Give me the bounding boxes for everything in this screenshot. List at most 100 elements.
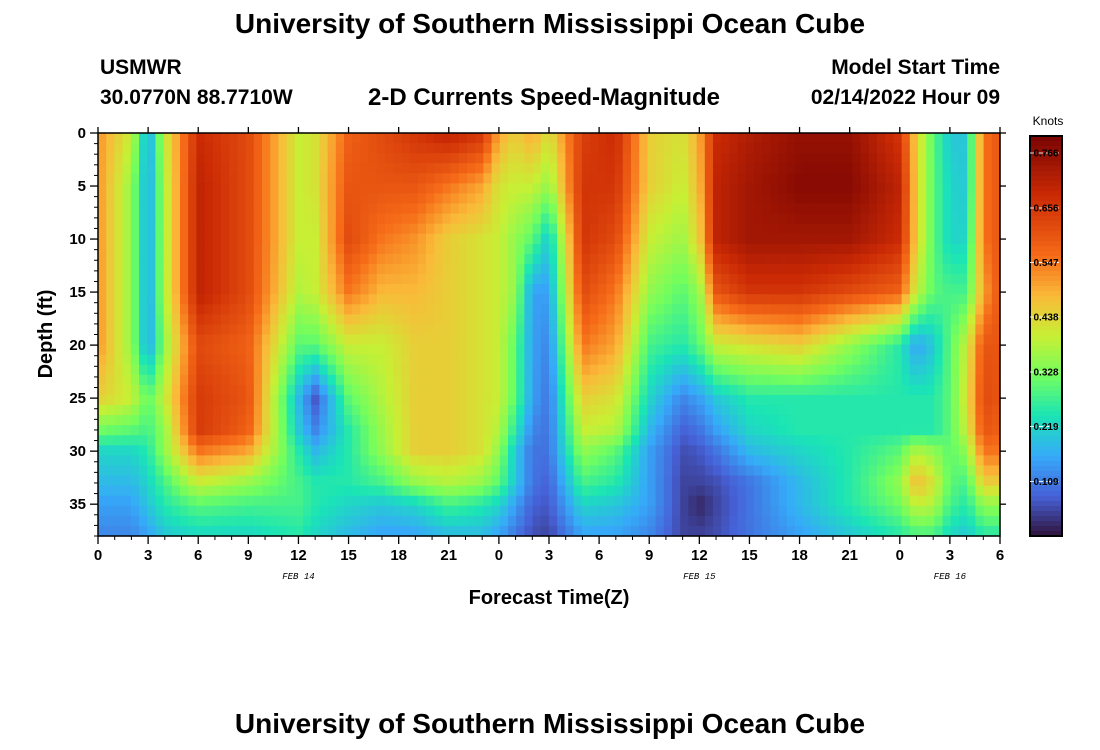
heatmap-cell xyxy=(811,324,821,336)
heatmap-cell xyxy=(319,163,329,174)
heatmap-cell xyxy=(262,485,271,497)
heatmap-cell xyxy=(836,243,845,255)
heatmap-cell xyxy=(967,233,976,245)
heatmap-cell xyxy=(770,384,780,396)
heatmap-cell xyxy=(352,304,361,315)
heatmap-cell xyxy=(663,455,673,467)
heatmap-cell xyxy=(647,364,657,376)
heatmap-cell xyxy=(909,284,919,295)
heatmap-cell xyxy=(975,515,985,527)
heatmap-cell xyxy=(524,394,534,406)
heatmap-cell xyxy=(294,344,304,356)
heatmap-cell xyxy=(475,384,484,396)
heatmap-cell xyxy=(458,354,468,366)
heatmap-cell xyxy=(745,465,755,477)
heatmap-cell xyxy=(754,344,763,356)
heatmap-cell xyxy=(918,143,927,154)
heatmap-cell xyxy=(426,425,435,436)
heatmap-cell xyxy=(417,505,427,517)
heatmap-cell xyxy=(622,324,632,336)
heatmap-cell xyxy=(573,415,583,426)
heatmap-cell xyxy=(130,294,140,305)
heatmap-cell xyxy=(565,133,575,144)
heatmap-cell xyxy=(344,425,353,436)
heatmap-cell xyxy=(557,354,566,366)
heatmap-cell xyxy=(770,284,780,295)
heatmap-cell xyxy=(729,173,739,184)
heatmap-cell xyxy=(877,253,886,265)
heatmap-cell xyxy=(762,274,771,285)
heatmap-cell xyxy=(311,213,320,225)
heatmap-cell xyxy=(344,525,353,537)
heatmap-cell xyxy=(549,394,558,406)
heatmap-cell xyxy=(991,243,1001,255)
heatmap-cell xyxy=(385,133,394,144)
heatmap-cell xyxy=(614,153,624,164)
heatmap-cell xyxy=(614,364,624,376)
heatmap-cell xyxy=(655,344,665,356)
heatmap-cell xyxy=(516,515,525,527)
heatmap-cell xyxy=(508,314,517,326)
heatmap-cell xyxy=(852,505,862,517)
heatmap-cell xyxy=(762,344,771,356)
heatmap-cell xyxy=(98,143,107,154)
heatmap-cell xyxy=(959,344,968,356)
heatmap-cell xyxy=(688,193,698,205)
heatmap-cell xyxy=(426,163,435,174)
heatmap-cell xyxy=(221,374,230,386)
heatmap-cell xyxy=(499,455,509,467)
heatmap-cell xyxy=(114,435,124,446)
heatmap-cell xyxy=(647,354,657,366)
heatmap-cell xyxy=(901,324,911,336)
heatmap-cell xyxy=(483,183,493,195)
heatmap-cell xyxy=(106,495,115,507)
heatmap-cell xyxy=(163,173,173,184)
x-tick-label: 12 xyxy=(691,547,708,564)
heatmap-cell xyxy=(106,354,115,366)
heatmap-cell xyxy=(229,525,238,537)
heatmap-cell xyxy=(417,324,427,336)
heatmap-cell xyxy=(655,203,665,215)
heatmap-cell xyxy=(918,475,927,487)
heatmap-cell xyxy=(286,253,296,265)
heatmap-cell xyxy=(253,415,263,426)
heatmap-cell xyxy=(827,485,837,497)
heatmap-cell xyxy=(770,354,780,366)
heatmap-cell xyxy=(393,324,402,336)
heatmap-cell xyxy=(278,435,288,446)
heatmap-cell xyxy=(491,455,501,467)
heatmap-cell xyxy=(212,425,222,436)
heatmap-cell xyxy=(114,253,124,265)
heatmap-cell xyxy=(253,223,263,235)
heatmap-cell xyxy=(663,324,673,336)
heatmap-cell xyxy=(442,425,452,436)
heatmap-cell xyxy=(704,344,714,356)
heatmap-cell xyxy=(524,505,534,517)
heatmap-cell xyxy=(655,153,665,164)
heatmap-cell xyxy=(729,445,739,456)
heatmap-cell xyxy=(680,233,689,245)
heatmap-cell xyxy=(557,143,566,154)
heatmap-cell xyxy=(901,274,911,285)
heatmap-cell xyxy=(795,163,804,174)
heatmap-cell xyxy=(721,243,730,255)
colorbar-swatch xyxy=(1030,251,1062,257)
heatmap-cell xyxy=(458,455,468,467)
x-tick-label: 21 xyxy=(440,547,457,564)
heatmap-cell xyxy=(188,445,197,456)
heatmap-cell xyxy=(877,525,886,537)
heatmap-cell xyxy=(672,193,681,205)
heatmap-cell xyxy=(565,415,575,426)
heatmap-cell xyxy=(803,415,812,426)
heatmap-cell xyxy=(286,344,296,356)
heatmap-cell xyxy=(253,475,263,487)
heatmap-cell xyxy=(180,475,189,487)
heatmap-cell xyxy=(278,425,288,436)
heatmap-cell xyxy=(754,495,763,507)
heatmap-cell xyxy=(729,263,739,275)
heatmap-cell xyxy=(721,183,730,195)
heatmap-cell xyxy=(508,324,517,336)
heatmap-cell xyxy=(401,525,411,537)
heatmap-cell xyxy=(983,243,993,255)
heatmap-cell xyxy=(360,455,370,467)
